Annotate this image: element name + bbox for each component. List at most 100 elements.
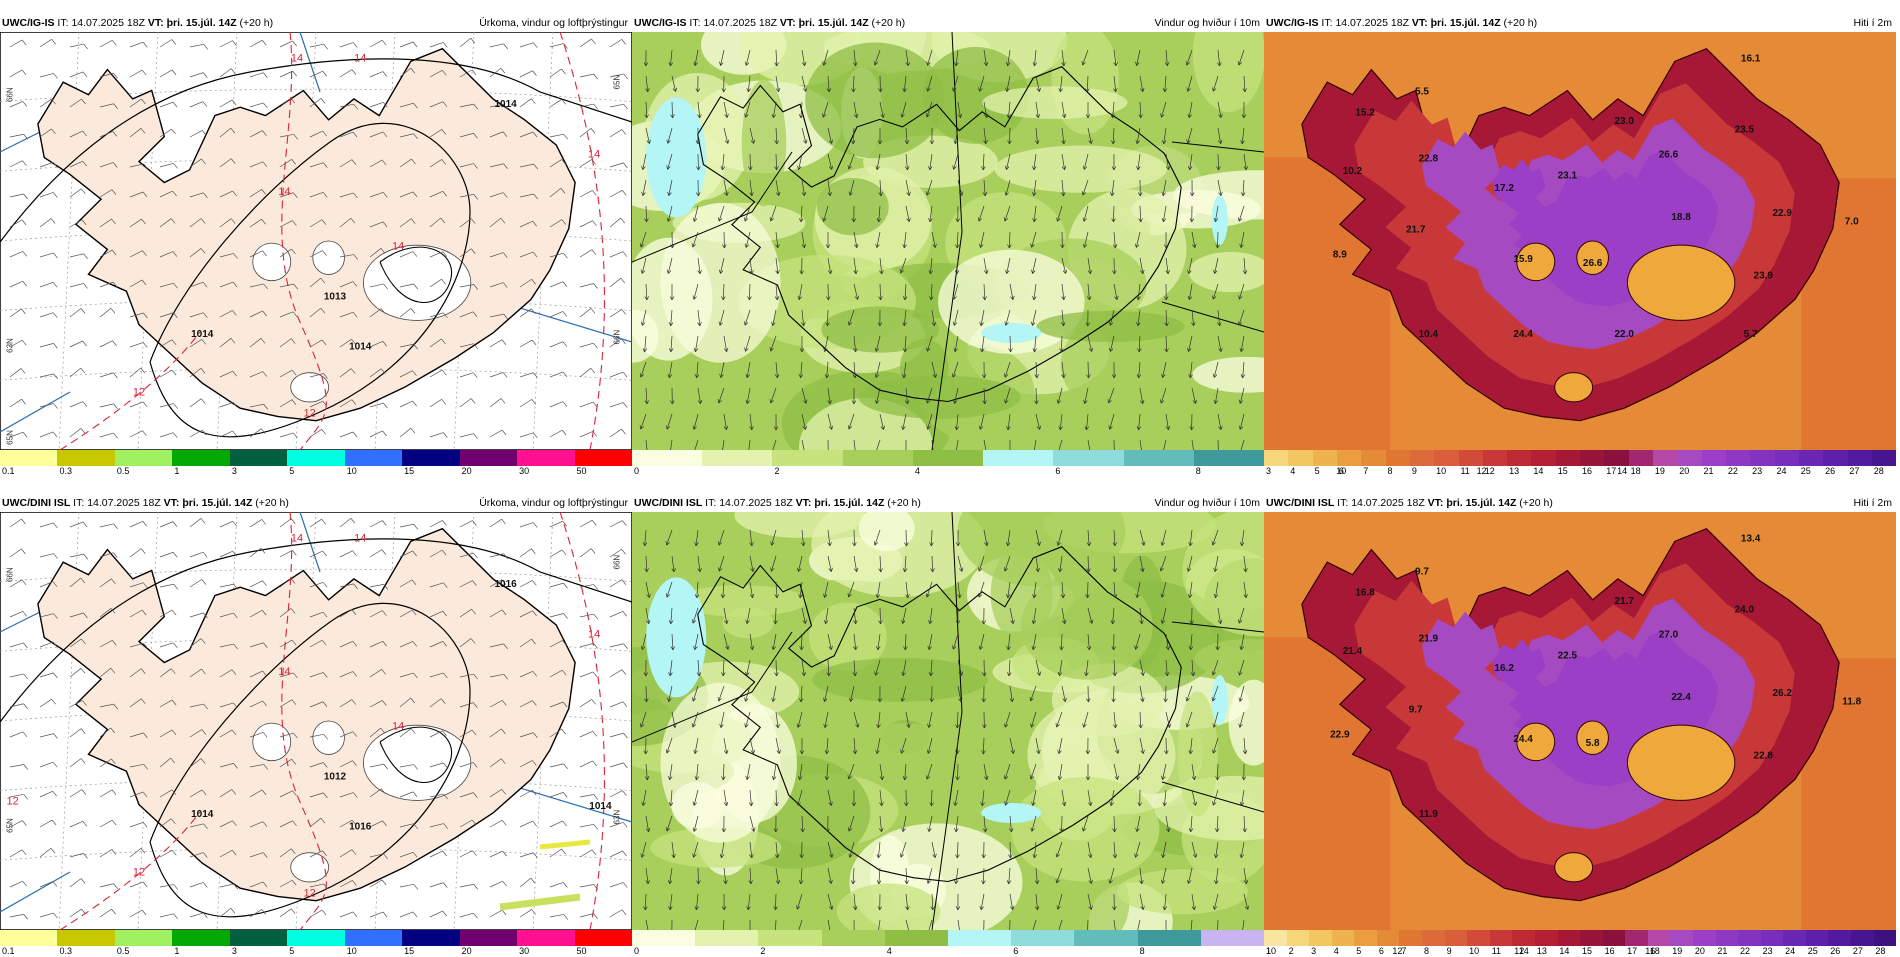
run-info: UWC/IG-IS IT: 14.07.2025 18Z VT: þri. 15… [1266, 14, 1537, 32]
colorbar-tick-label: 3 [1311, 946, 1316, 957]
temperature-label: 21.9 [1419, 634, 1439, 645]
colorbar-swatch [1848, 450, 1872, 466]
run-it: 14.07.2025 18Z [87, 497, 161, 509]
colorbar-tick-label: 6 [1339, 466, 1344, 477]
run-it-label: IT: [73, 497, 84, 509]
isobar-label: 1016 [494, 579, 517, 590]
colorbar-swatch [702, 450, 772, 466]
isotherm-label: 12 [304, 888, 316, 900]
colorbar-tick-label: 26 [1825, 466, 1835, 477]
colorbar-swatch [1313, 450, 1337, 466]
colorbar-tick-label: 15 [404, 466, 414, 477]
colorbar [0, 930, 632, 946]
colorbar-tick-label: 17 [1627, 946, 1637, 957]
run-vt-label: VT: [1428, 497, 1444, 509]
run-vt: þri. 15.júl. 14Z [799, 17, 869, 29]
temperature-label: 5.7 [1744, 329, 1758, 340]
colorbar-swatch [345, 930, 402, 946]
colorbar-tick-label: 5 [289, 946, 294, 957]
temperature-label: 22.8 [1419, 154, 1439, 165]
temperature-label: 21.7 [1615, 596, 1635, 607]
colorbar-tick-label: 30 [519, 946, 529, 957]
isotherm-label: 12 [7, 796, 19, 808]
temperature-label: 8.9 [1333, 250, 1347, 261]
colorbar-tick-label: 13 [1509, 466, 1519, 477]
colorbar-swatch [1558, 930, 1581, 946]
colorbar-tick-label: 8 [1140, 946, 1145, 957]
isotherm-label: 14 [278, 666, 290, 678]
temperature-label: 15.9 [1513, 254, 1533, 265]
colorbar-tick-label: 8 [1424, 946, 1429, 957]
temperature-label: 23.9 [1754, 271, 1774, 282]
isotherm-label: 14 [278, 186, 290, 198]
colorbar-swatch [345, 450, 402, 466]
latitude-label: 66N [6, 567, 15, 582]
colorbar-swatch [1410, 450, 1434, 466]
colorbar-swatch [1799, 450, 1823, 466]
panel-header: UWC/IG-IS IT: 14.07.2025 18Z VT: þri. 15… [632, 14, 1264, 32]
colorbar-tick-label: 20 [462, 946, 472, 957]
temperature-label: 16.8 [1355, 588, 1375, 599]
colorbar-swatch [1507, 450, 1531, 466]
colorbar-tick-label: 8 [1196, 466, 1201, 477]
colorbar-tick-label: 3 [232, 946, 237, 957]
map-area [632, 512, 1264, 930]
colorbar-swatch [287, 930, 344, 946]
colorbar-swatch [1653, 450, 1677, 466]
colorbar-swatch [1761, 930, 1784, 946]
colorbar-tick-label: 4 [887, 946, 892, 957]
colorbar [1264, 450, 1896, 466]
colorbar-tick-label: 16 [1582, 466, 1592, 477]
temperature-label: 22.9 [1773, 208, 1793, 219]
temperature-label: 24.4 [1513, 734, 1533, 745]
panel-wind-4: UWC/DINI ISL IT: 14.07.2025 18Z VT: þri.… [632, 494, 1264, 957]
colorbar-tick-label: 14 [1559, 946, 1569, 957]
colorbar-swatch [1603, 930, 1626, 946]
temperature-label: 7.0 [1845, 216, 1859, 227]
run-vt: þri. 15.júl. 14Z [1431, 17, 1501, 29]
colorbar-tick-label: 28 [1874, 466, 1884, 477]
colorbar-swatch [1332, 930, 1355, 946]
colorbar-tick-label: 2 [774, 466, 779, 477]
run-vt: þri. 15.júl. 14Z [167, 17, 237, 29]
run-lead: (+20 h) [872, 17, 906, 29]
colorbar-tick-label: 15 [1558, 466, 1568, 477]
colorbar-tick-label: 0 [634, 466, 639, 477]
panel-title: Hiti í 2m [1853, 494, 1892, 512]
colorbar-swatch [1138, 930, 1201, 946]
colorbar-swatch [1677, 450, 1701, 466]
temperature-label: 22.5 [1558, 650, 1578, 661]
colorbar-swatch [1738, 930, 1761, 946]
colorbar-swatch [1823, 450, 1847, 466]
colorbar-tick-label: 7 [1363, 466, 1368, 477]
colorbar-tick-label: 11 [1460, 466, 1469, 477]
colorbar-tick-label: 10 [1436, 466, 1446, 477]
isobar-label: 1016 [349, 822, 372, 833]
colorbar-swatch [287, 450, 344, 466]
colorbar-swatch [402, 450, 459, 466]
colorbar-swatch [1386, 450, 1410, 466]
run-vt-label: VT: [796, 497, 812, 509]
isotherm-label: 14 [588, 148, 600, 160]
colorbar-tick-label: 0.5 [117, 946, 130, 957]
colorbar-swatch [172, 930, 229, 946]
temperature-label: 21.7 [1406, 225, 1426, 236]
isotherm-label: 14 [588, 628, 600, 640]
colorbar-swatch [632, 930, 695, 946]
temperature-label: 22.8 [1754, 751, 1774, 762]
latitude-label: 63N [612, 810, 621, 825]
isobar-label: 1014 [589, 801, 612, 812]
panel-precip-3: UWC/DINI ISL IT: 14.07.2025 18Z VT: þri.… [0, 494, 632, 957]
colorbar-tick-label: 9 [1412, 466, 1417, 477]
colorbar-tick-label: 0.1 [2, 466, 15, 477]
run-it: 14.07.2025 18Z [719, 497, 793, 509]
colorbar-tick-label: 27 [1853, 946, 1863, 957]
colorbar-swatch [1716, 930, 1739, 946]
latitude-label: 65N [6, 818, 15, 833]
colorbar-swatch [695, 930, 758, 946]
latitude-label: 66N [612, 555, 621, 570]
